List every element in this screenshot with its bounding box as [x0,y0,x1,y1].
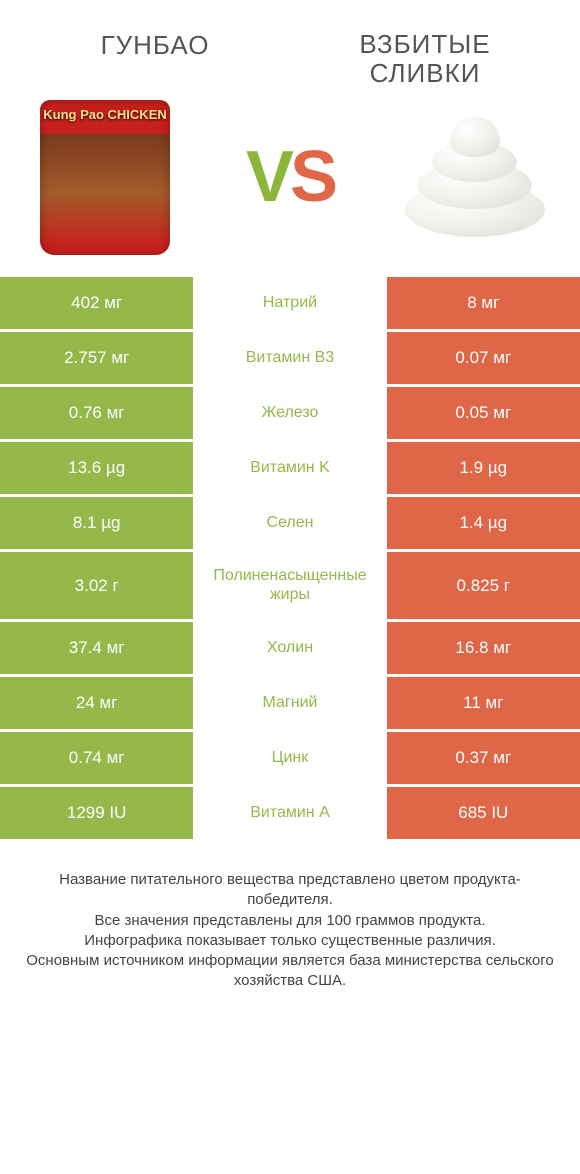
table-row: 8.1 µgСелен1.4 µg [0,497,580,552]
product-left-image [30,97,180,257]
cell-nutrient-name: Витамин K [193,442,386,494]
cell-right-value: 1.9 µg [387,442,580,494]
cell-left-value: 402 мг [0,277,193,329]
cell-left-value: 37.4 мг [0,622,193,674]
table-row: 37.4 мгХолин16.8 мг [0,622,580,677]
cell-right-value: 16.8 мг [387,622,580,674]
cell-nutrient-name: Холин [193,622,386,674]
cell-right-value: 0.37 мг [387,732,580,784]
cell-nutrient-name: Витамин A [193,787,386,839]
cell-left-value: 8.1 µg [0,497,193,549]
cell-nutrient-name: Полиненасыщенные жиры [193,552,386,619]
footer-line: Инфографика показывает только существенн… [24,931,556,951]
cell-nutrient-name: Железо [193,387,386,439]
cell-nutrient-name: Натрий [193,277,386,329]
cell-left-value: 13.6 µg [0,442,193,494]
cell-nutrient-name: Цинк [193,732,386,784]
table-row: 24 мгМагний11 мг [0,677,580,732]
kungpao-package-icon [40,100,170,255]
cell-right-value: 0.07 мг [387,332,580,384]
table-row: 0.76 мгЖелезо0.05 мг [0,387,580,442]
footer-line: Все значения представлены для 100 граммо… [24,911,556,931]
product-left-title: ГУНБАО [20,30,290,61]
cell-nutrient-name: Селен [193,497,386,549]
table-row: 1299 IUВитамин A685 IU [0,787,580,842]
cell-nutrient-name: Витамин B3 [193,332,386,384]
cell-right-value: 0.05 мг [387,387,580,439]
cell-right-value: 11 мг [387,677,580,729]
product-right-image [400,97,550,257]
table-row: 13.6 µgВитамин K1.9 µg [0,442,580,497]
vs-row: VS [0,97,580,277]
table-row: 3.02 гПолиненасыщенные жиры0.825 г [0,552,580,622]
product-right-title: ВЗБИТЫЕСЛИВКИ [290,30,560,87]
footer-notes: Название питательного вещества представл… [0,842,580,992]
cell-left-value: 3.02 г [0,552,193,619]
cell-right-value: 0.825 г [387,552,580,619]
vs-s: S [290,137,334,217]
footer-line: Основным источником информации является … [24,951,556,992]
infographic-container: ГУНБАО ВЗБИТЫЕСЛИВКИ VS 402 мгНатрий8 мг… [0,0,580,992]
header: ГУНБАО ВЗБИТЫЕСЛИВКИ [0,0,580,97]
footer-line: Название питательного вещества представл… [24,870,556,911]
cell-left-value: 2.757 мг [0,332,193,384]
whipped-cream-icon [405,117,545,237]
cell-right-value: 8 мг [387,277,580,329]
table-row: 402 мгНатрий8 мг [0,277,580,332]
table-row: 0.74 мгЦинк0.37 мг [0,732,580,787]
cell-nutrient-name: Магний [193,677,386,729]
vs-v: V [246,137,290,217]
comparison-table: 402 мгНатрий8 мг2.757 мгВитамин B30.07 м… [0,277,580,842]
cell-left-value: 24 мг [0,677,193,729]
vs-label: VS [246,136,334,218]
cell-left-value: 0.74 мг [0,732,193,784]
cell-right-value: 685 IU [387,787,580,839]
cell-left-value: 1299 IU [0,787,193,839]
table-row: 2.757 мгВитамин B30.07 мг [0,332,580,387]
cell-left-value: 0.76 мг [0,387,193,439]
cell-right-value: 1.4 µg [387,497,580,549]
